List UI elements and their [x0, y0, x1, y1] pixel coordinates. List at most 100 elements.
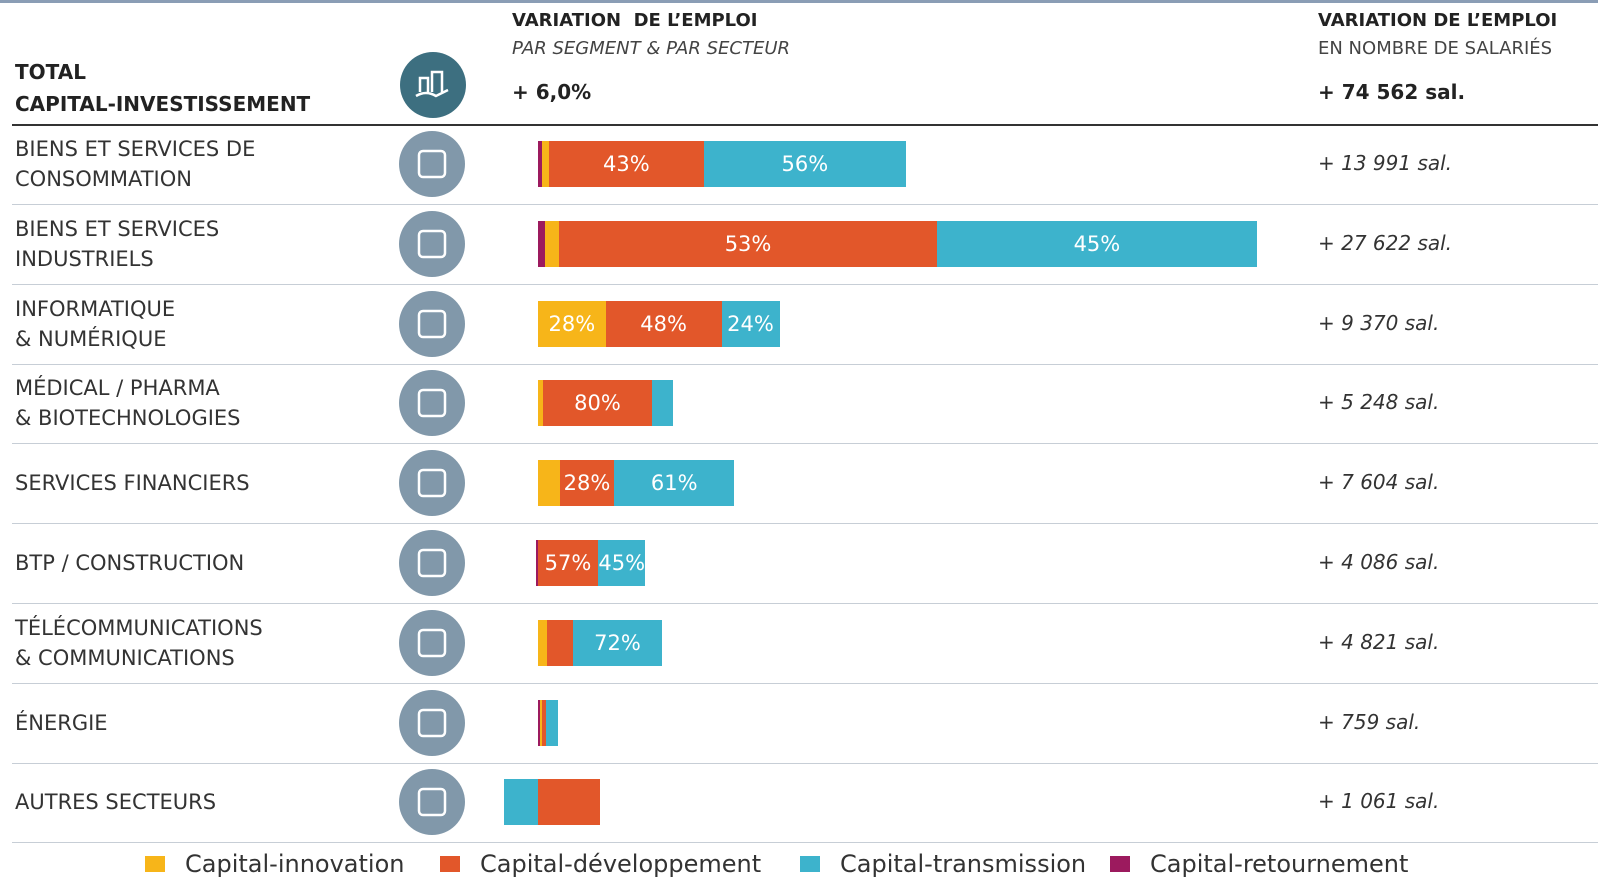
segment-label: 24%: [727, 311, 774, 336]
total-label: + 759 sal.: [1318, 709, 1421, 734]
sector-icon: [399, 370, 465, 437]
segment-label: 61%: [650, 471, 698, 496]
bar-segment: [539, 699, 542, 746]
bar-segment: [538, 460, 560, 507]
sector-icon: [399, 131, 465, 197]
bar-segment: [538, 699, 540, 746]
total-label: + 5 248 sal.: [1318, 390, 1440, 415]
bar-segment: 56%: [703, 141, 906, 187]
bar-segment: [538, 141, 542, 187]
bar-segment: 24%: [721, 300, 780, 347]
category-label: AUTRES SECTEURS: [15, 790, 217, 815]
sector-icon: [399, 450, 465, 517]
bar-segment: 72%: [572, 619, 663, 666]
row-separator: [12, 284, 1598, 285]
bar-segment: [503, 779, 538, 826]
bar-segment: [541, 141, 549, 187]
segment-label: 53%: [724, 231, 772, 256]
sector-icon: [399, 689, 465, 756]
icon-glyph: [417, 229, 447, 259]
icon-glyph: [417, 149, 447, 179]
icon-glyph: [417, 708, 447, 737]
segment-label: 28%: [548, 311, 596, 336]
row-separator: [12, 204, 1598, 205]
bar-segment: 61%: [614, 460, 734, 507]
icon-glyph: [417, 468, 447, 498]
category-label: INFORMATIQUE & NUMÉRIQUE: [15, 296, 176, 351]
bar-segment: [651, 380, 674, 427]
category-label: MÉDICAL / PHARMA & BIOTECHNOLOGIES: [15, 376, 241, 431]
category-label: SERVICES FINANCIERS: [15, 471, 250, 496]
row-separator: [12, 364, 1598, 365]
total-label: + 13 991 sal.: [1318, 151, 1453, 175]
bar-segment: [541, 699, 546, 746]
segment-label: 45%: [598, 551, 646, 575]
sector-icon: [399, 210, 465, 277]
row-separator: [12, 523, 1598, 524]
total-label: + 27 622 sal.: [1318, 230, 1453, 255]
bar-segment: [538, 220, 546, 267]
total-label: + 4 821 sal.: [1318, 629, 1440, 654]
col1-total: + 6,0%: [512, 80, 592, 104]
col1-title: VARIATION DE L’EMPLOI: [512, 10, 758, 31]
segment-label: 80%: [574, 391, 621, 416]
bar-segment: [546, 619, 573, 666]
total-label: + 4 086 sal.: [1318, 550, 1440, 574]
row-separator: [12, 683, 1598, 684]
legend-swatch: [800, 856, 820, 872]
segment-label: 56%: [781, 152, 829, 176]
bar-segment: [538, 779, 600, 826]
row-separator: [12, 763, 1598, 764]
icon-glyph: [417, 309, 447, 338]
icon-glyph: [417, 548, 447, 578]
segment-label: 48%: [640, 311, 687, 336]
bar-segment: [538, 380, 544, 427]
bar-segment: 45%: [936, 220, 1258, 267]
category-label: ÉNERGIE: [15, 710, 108, 735]
legend-label: Capital-innovation: [185, 850, 405, 878]
legend-swatch: [1110, 856, 1130, 872]
sector-icon: [399, 609, 465, 676]
total-label: + 1 061 sal.: [1318, 789, 1440, 814]
category-label: TÉLÉCOMMUNICATIONS & COMMUNICATIONS: [15, 615, 263, 670]
total-label: + 9 370 sal.: [1318, 310, 1440, 335]
segment-label: 43%: [603, 152, 650, 176]
bar-segment: [538, 619, 547, 666]
category-label: BTP / CONSTRUCTION: [15, 551, 245, 575]
segment-label: 45%: [1073, 231, 1121, 256]
col2-title: VARIATION DE L’EMPLOI: [1318, 10, 1558, 31]
sector-icon: [399, 769, 465, 836]
header-rule: [12, 124, 1598, 126]
icon-glyph: [417, 389, 447, 418]
legend-swatch: [440, 856, 460, 872]
bar-segment: [535, 540, 538, 586]
category-label: BIENS ET SERVICES DE CONSOMMATION: [15, 137, 256, 191]
bar-segment: 28%: [538, 300, 606, 347]
sector-icon: [399, 530, 465, 596]
bar-segment: 53%: [559, 220, 937, 267]
col2-subtitle: EN NOMBRE DE SALARIÉS: [1318, 38, 1553, 59]
header-icon: [400, 52, 466, 118]
legend-label: Capital-développement: [480, 850, 762, 878]
category-label: BIENS ET SERVICES INDUSTRIELS: [15, 216, 220, 271]
icon-glyph: [417, 628, 447, 658]
bar-segment: 43%: [548, 141, 704, 187]
icon-glyph: [417, 788, 447, 817]
row-separator: [12, 603, 1598, 604]
row-separator: [12, 443, 1598, 444]
col1-subtitle: PAR SEGMENT & PAR SECTEUR: [512, 38, 791, 59]
bar-segment: [545, 699, 558, 746]
segment-label: 28%: [563, 471, 611, 496]
bar-segment: 57%: [538, 540, 599, 586]
legend-label: Capital-transmission: [840, 850, 1087, 878]
top-rule: [0, 0, 1598, 3]
header-title: TOTAL: [15, 60, 86, 84]
segment-label: 72%: [594, 630, 641, 655]
bar-segment: 28%: [559, 460, 615, 507]
bar-segment: 80%: [543, 380, 652, 427]
segment-label: 57%: [544, 551, 592, 575]
sector-icon: [399, 290, 465, 357]
header-title: CAPITAL-INVESTISSEMENT: [15, 92, 311, 116]
col2-total: + 74 562 sal.: [1318, 80, 1466, 104]
